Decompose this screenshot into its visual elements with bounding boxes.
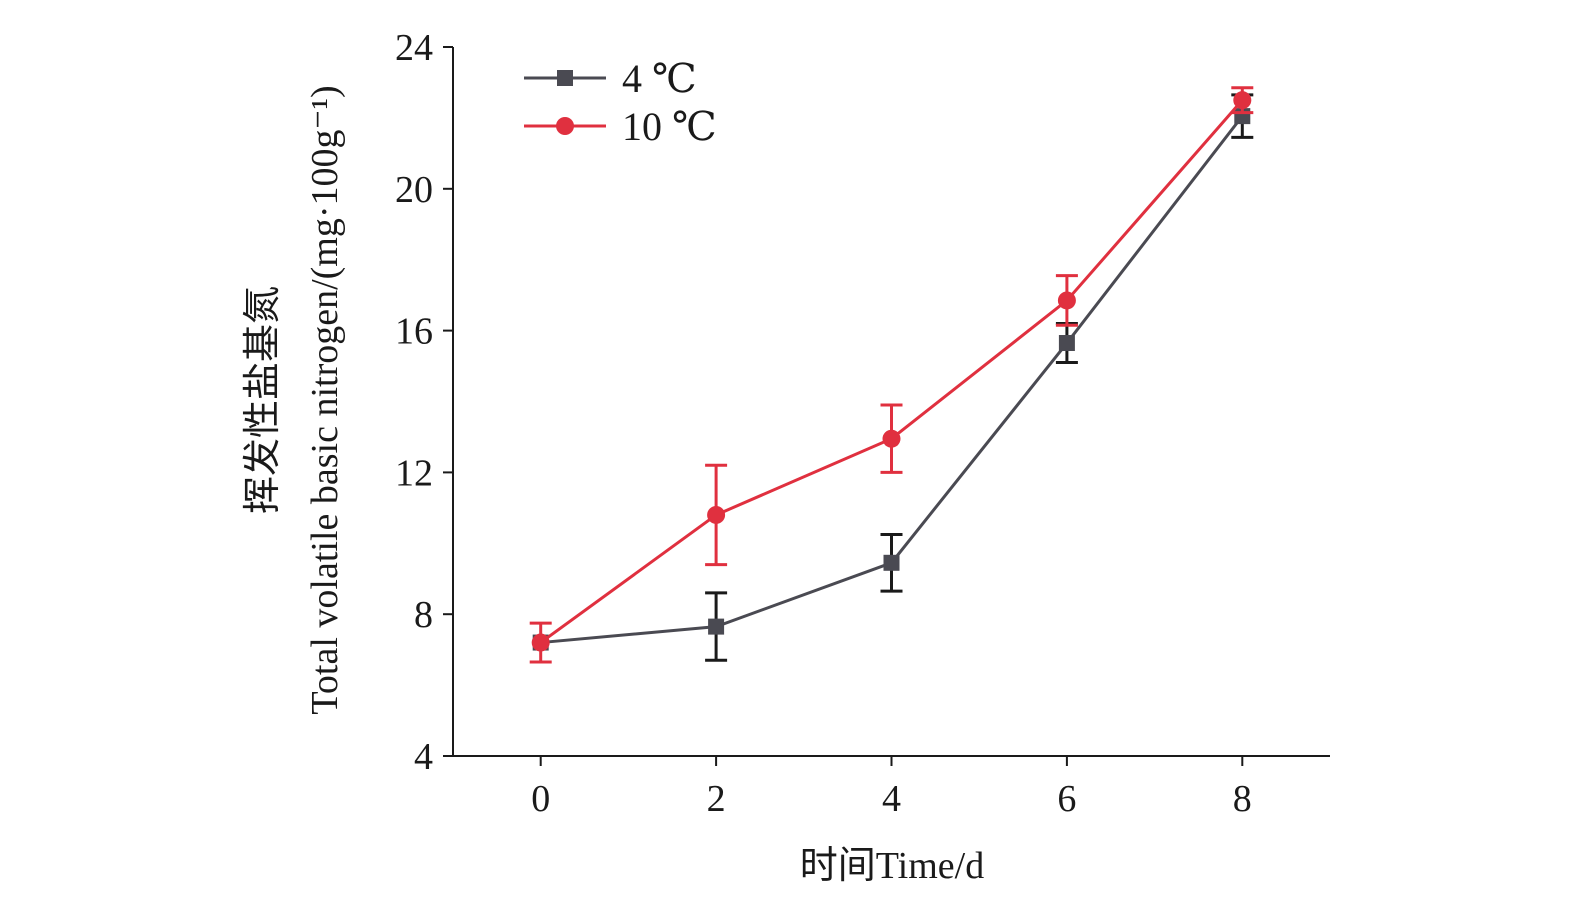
legend-marker [556, 117, 574, 135]
x-tick-label: 0 [531, 778, 550, 820]
y-tick-label: 12 [395, 452, 433, 494]
data-point [1057, 291, 1076, 310]
data-point [708, 618, 725, 635]
y-axis-title-line-2: Total volatile basic nitrogen/(mg·100g⁻¹… [304, 85, 346, 714]
data-point [882, 429, 901, 448]
y-axis-title: 挥发性盐基氮 Total volatile basic nitrogen/(mg… [242, 85, 346, 714]
series-4c [532, 93, 1254, 662]
legend-marker [557, 70, 573, 86]
x-axis-title: 时间Time/d [800, 845, 984, 887]
data-point [1058, 335, 1075, 352]
series-layer [529, 86, 1254, 664]
x-tick-label: 2 [707, 778, 726, 820]
y-tick-label: 24 [395, 27, 433, 69]
y-axis-title-line-1: 挥发性盐基氮 [242, 286, 284, 514]
legend-label: 4 ℃ [622, 56, 697, 101]
legend-label: 10 ℃ [622, 104, 717, 149]
series-10c [529, 86, 1254, 664]
x-tick-label: 8 [1233, 778, 1252, 820]
y-tick-label: 16 [395, 311, 433, 353]
y-tick-label: 8 [414, 594, 433, 636]
data-point [883, 554, 900, 571]
x-tick-label: 4 [882, 778, 901, 820]
data-point [531, 633, 550, 652]
y-tick-label: 4 [414, 736, 433, 778]
legend-item: 10 ℃ [524, 104, 717, 149]
data-point [707, 505, 726, 524]
y-tick-label: 20 [395, 169, 433, 211]
legend: 4 ℃10 ℃ [524, 56, 717, 149]
data-point [1233, 91, 1252, 110]
legend-item: 4 ℃ [524, 56, 697, 101]
x-tick-label: 6 [1057, 778, 1076, 820]
